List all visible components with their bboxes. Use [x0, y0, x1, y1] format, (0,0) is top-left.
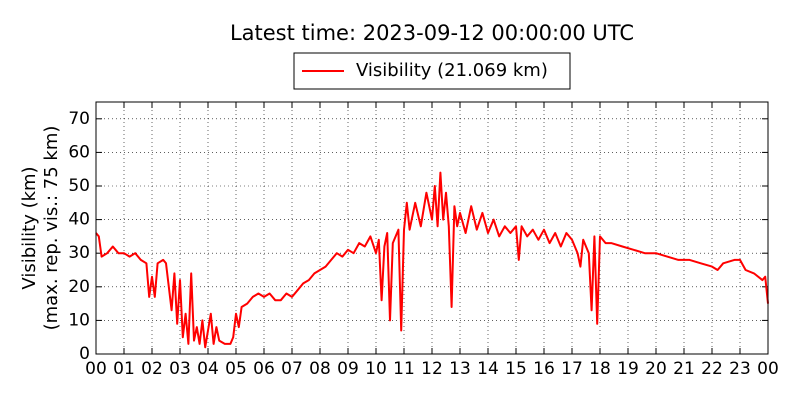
x-tick-label: 10	[365, 359, 387, 379]
x-tick-label: 18	[589, 359, 611, 379]
x-tick-label: 19	[617, 359, 639, 379]
x-tick-label: 21	[673, 359, 695, 379]
x-tick-label: 22	[701, 359, 723, 379]
x-tick-label: 11	[393, 359, 415, 379]
y-tick-label: 60	[68, 142, 90, 162]
x-tick-label: 05	[225, 359, 247, 379]
legend-label: Visibility (21.069 km)	[356, 60, 548, 81]
x-tick-label: 03	[169, 359, 191, 379]
x-tick-label: 04	[197, 359, 219, 379]
x-tick-label: 16	[533, 359, 555, 379]
y-tick-label: 40	[68, 210, 90, 230]
y-axis-label: Visibility (km)	[19, 166, 40, 289]
x-tick-label: 06	[253, 359, 275, 379]
x-tick-label: 09	[337, 359, 359, 379]
chart-title: Latest time: 2023-09-12 00:00:00 UTC	[230, 21, 634, 45]
x-tick-label: 12	[421, 359, 443, 379]
x-tick-label: 15	[505, 359, 527, 379]
x-tick-label: 20	[645, 359, 667, 379]
y-axis-label: (max. rep. vis.: 75 km)	[41, 126, 62, 331]
x-tick-label: 08	[309, 359, 331, 379]
y-tick-label: 20	[68, 277, 90, 297]
plot-frame	[95, 101, 769, 355]
y-tick-label: 30	[68, 243, 90, 263]
x-tick-label: 23	[729, 359, 751, 379]
y-tick-label: 10	[68, 310, 90, 330]
x-tick-label: 13	[449, 359, 471, 379]
y-tick-label: 0	[79, 344, 90, 364]
y-tick-label: 50	[68, 176, 90, 196]
y-tick-label: 70	[68, 109, 90, 129]
x-tick-label: 07	[281, 359, 303, 379]
x-tick-label: 17	[561, 359, 583, 379]
data-line	[95, 171, 769, 349]
x-tick-label: 02	[141, 359, 163, 379]
x-tick-label: 00	[757, 359, 779, 379]
x-tick-label: 01	[113, 359, 135, 379]
x-tick-label: 14	[477, 359, 499, 379]
x-tick-label: 00	[85, 359, 107, 379]
